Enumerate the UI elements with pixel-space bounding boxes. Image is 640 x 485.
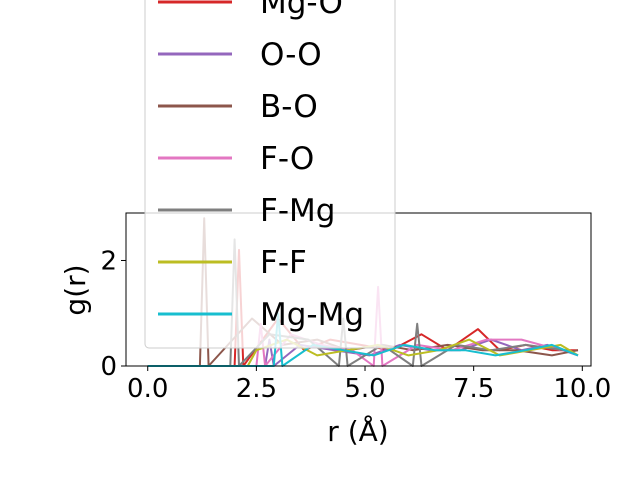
x-tick-label: 7.5	[453, 374, 494, 404]
x-axis-label: r (Å)	[327, 414, 388, 448]
legend-label-f-o: F-O	[260, 141, 314, 177]
x-tick-label: 5.0	[344, 374, 385, 404]
legend-label-f-mg: F-Mg	[260, 193, 335, 229]
legend-label-mg-mg: Mg-Mg	[260, 297, 364, 333]
x-tick-label: 2.5	[236, 374, 277, 404]
y-tick-label: 2	[100, 246, 117, 276]
legend-label-b-o: B-O	[260, 89, 318, 125]
legend-label-mg-o: Mg-O	[260, 0, 343, 21]
legend-label-o-o: O-O	[260, 37, 322, 73]
x-tick-label: 0.0	[127, 374, 168, 404]
y-tick-label: 0	[100, 352, 117, 382]
y-ticks: 02	[100, 246, 126, 382]
legend: Mg-O O-O B-O F-O F-Mg F-F Mg-Mg	[144, 0, 396, 349]
x-tick-label: 10.0	[553, 374, 611, 404]
legend-label-f-f: F-F	[260, 245, 307, 281]
y-axis-label: g(r)	[59, 264, 92, 315]
x-ticks: 0.0 2.5 5.0 7.5 10.0	[127, 366, 611, 404]
